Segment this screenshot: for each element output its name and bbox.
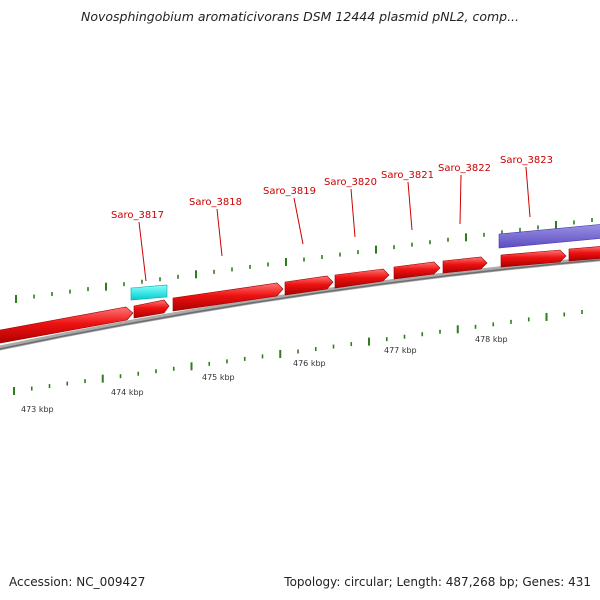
gene-arrow[interactable]: [568, 246, 600, 262]
gene-label[interactable]: Saro_3820: [324, 177, 377, 188]
kbp-labels: 473 kbp 474 kbp 475 kbp 476 kbp 477 kbp …: [21, 335, 508, 414]
label-leader-line: [459, 174, 462, 225]
gene-arrows: [0, 246, 600, 344]
gene-arrow[interactable]: [0, 306, 134, 344]
gene-arrow[interactable]: [284, 275, 334, 296]
gene-label-leaders: [138, 166, 531, 282]
gene-label[interactable]: Saro_3818: [189, 197, 242, 208]
label-leader-line: [216, 208, 223, 257]
map-title: Novosphingobium aromaticivorans DSM 1244…: [80, 9, 520, 24]
gene-arrow[interactable]: [442, 256, 488, 274]
region-feature[interactable]: [498, 224, 600, 249]
gene-label[interactable]: Saro_3817: [111, 210, 164, 221]
genome-summary-text: Topology: circular; Length: 487,268 bp; …: [284, 575, 591, 589]
gene-label[interactable]: Saro_3822: [438, 163, 491, 174]
genome-backbone-edge: [0, 259, 600, 350]
gene-label[interactable]: Saro_3821: [381, 170, 434, 181]
label-leader-line: [525, 166, 531, 218]
gene-arrow[interactable]: [334, 268, 390, 289]
gene-labels: Saro_3817 Saro_3818 Saro_3819 Saro_3820 …: [111, 155, 553, 221]
gene-label[interactable]: Saro_3819: [263, 186, 316, 197]
label-leader-line: [293, 197, 304, 245]
kbp-label: 475 kbp: [202, 373, 235, 382]
gene-label[interactable]: Saro_3823: [500, 155, 553, 166]
kbp-label: 476 kbp: [293, 359, 326, 368]
label-leader-line: [350, 188, 356, 238]
kbp-label: 478 kbp: [475, 335, 508, 344]
label-leader-line: [138, 221, 147, 282]
gene-arrow[interactable]: [172, 282, 284, 312]
kbp-label: 477 kbp: [384, 346, 417, 355]
gene-arrow[interactable]: [500, 249, 567, 268]
kbp-label: 473 kbp: [21, 405, 54, 414]
gene-arrow[interactable]: [133, 299, 170, 319]
kbp-ticks-outer: [15, 218, 593, 303]
genome-backbone: [0, 256, 600, 351]
gene-arrow[interactable]: [393, 261, 441, 280]
kbp-ticks-inner: [13, 310, 583, 395]
rna-feature[interactable]: [130, 284, 168, 301]
kbp-label: 474 kbp: [111, 388, 144, 397]
label-leader-line: [407, 181, 413, 231]
accession-text: Accession: NC_009427: [9, 575, 146, 589]
